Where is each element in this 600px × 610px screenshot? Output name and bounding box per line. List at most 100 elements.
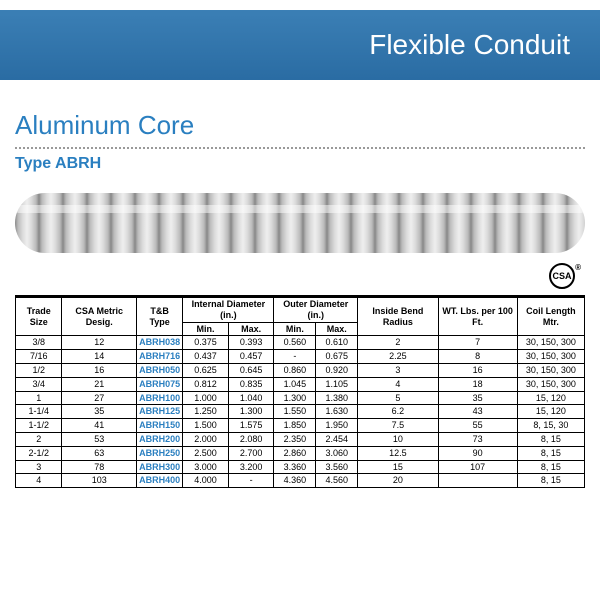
table-row: 3/421ABRH0750.8120.8351.0451.10541830, 1… [16,377,585,391]
cell-trade: 3 [16,460,62,474]
cell-omin: 1.045 [274,377,316,391]
cell-omax: 0.675 [316,350,358,364]
cell-coil: 8, 15 [517,432,584,446]
cell-omin: 0.560 [274,336,316,350]
spec-table: Trade Size CSA Metric Desig. T&B Type In… [15,295,585,488]
cell-bend: 2.25 [358,350,438,364]
section-title: Aluminum Core [15,110,585,141]
cell-tb: ABRH716 [137,350,183,364]
section-subtitle: Type ABRH [15,155,585,173]
cell-tb: ABRH150 [137,419,183,433]
header-bar: Flexible Conduit [0,10,600,80]
cell-trade: 3/4 [16,377,62,391]
cell-imax: 2.700 [228,446,274,460]
cell-omax: 1.380 [316,391,358,405]
col-coil: Coil Length Mtr. [517,297,584,336]
table-row: 4103ABRH4004.000-4.3604.560208, 15 [16,474,585,488]
col-tb: T&B Type [137,297,183,336]
cell-imin: 3.000 [183,460,229,474]
cell-wt: 107 [438,460,517,474]
cell-imin: 1.500 [183,419,229,433]
cell-csa: 14 [62,350,137,364]
csa-mark-icon: CSA [549,263,575,289]
cell-wt: 55 [438,419,517,433]
cell-csa: 12 [62,336,137,350]
cell-imin: 0.375 [183,336,229,350]
cell-imin: 2.500 [183,446,229,460]
col-wt: WT. Lbs. per 100 Ft. [438,297,517,336]
cell-omax: 0.920 [316,363,358,377]
conduit-image [15,193,585,253]
cell-tb: ABRH038 [137,336,183,350]
cell-trade: 2 [16,432,62,446]
cell-csa: 78 [62,460,137,474]
cell-wt: 16 [438,363,517,377]
cell-imax: 1.040 [228,391,274,405]
table-row: 253ABRH2002.0002.0802.3502.45410738, 15 [16,432,585,446]
cell-trade: 1 [16,391,62,405]
cell-bend: 3 [358,363,438,377]
cell-tb: ABRH050 [137,363,183,377]
cell-imax: 2.080 [228,432,274,446]
cell-imin: 0.625 [183,363,229,377]
cell-imin: 1.000 [183,391,229,405]
cell-trade: 3/8 [16,336,62,350]
cell-trade: 1-1/2 [16,419,62,433]
cell-omax: 1.630 [316,405,358,419]
col-imin: Min. [183,322,229,336]
cell-trade: 1/2 [16,363,62,377]
cell-coil: 15, 120 [517,405,584,419]
cell-omin: 1.850 [274,419,316,433]
table-row: 3/812ABRH0380.3750.3930.5600.6102730, 15… [16,336,585,350]
cell-tb: ABRH125 [137,405,183,419]
cell-imax: 1.300 [228,405,274,419]
table-row: 1/216ABRH0500.6250.6450.8600.92031630, 1… [16,363,585,377]
certification-row: CSA [15,263,585,289]
divider-dotted [15,147,585,149]
cell-csa: 35 [62,405,137,419]
cell-omin: 1.300 [274,391,316,405]
col-omin: Min. [274,322,316,336]
cell-tb: ABRH250 [137,446,183,460]
cell-csa: 53 [62,432,137,446]
cell-imax: 1.575 [228,419,274,433]
cell-trade: 7/16 [16,350,62,364]
cell-imax: 0.835 [228,377,274,391]
cell-omin: 2.860 [274,446,316,460]
cell-csa: 16 [62,363,137,377]
col-omax: Max. [316,322,358,336]
cell-omin: 3.360 [274,460,316,474]
table-body: 3/812ABRH0380.3750.3930.5600.6102730, 15… [16,336,585,488]
cell-coil: 30, 150, 300 [517,377,584,391]
cell-coil: 8, 15 [517,474,584,488]
table-row: 378ABRH3003.0003.2003.3603.560151078, 15 [16,460,585,474]
cell-wt: 18 [438,377,517,391]
cell-bend: 2 [358,336,438,350]
col-internal: Internal Diameter (in.) [183,297,274,323]
cell-imin: 0.437 [183,350,229,364]
cell-imin: 0.812 [183,377,229,391]
cell-imax: 0.393 [228,336,274,350]
cell-wt: 8 [438,350,517,364]
col-trade: Trade Size [16,297,62,336]
cell-imax: 0.645 [228,363,274,377]
cell-bend: 5 [358,391,438,405]
cell-imin: 1.250 [183,405,229,419]
cell-omin: - [274,350,316,364]
cell-coil: 30, 150, 300 [517,363,584,377]
cell-imin: 2.000 [183,432,229,446]
cell-csa: 21 [62,377,137,391]
cell-omax: 3.560 [316,460,358,474]
cell-wt: 90 [438,446,517,460]
cell-csa: 27 [62,391,137,405]
col-csa: CSA Metric Desig. [62,297,137,336]
content-area: Aluminum Core Type ABRH CSA Trade Size C… [0,80,600,488]
cell-omax: 4.560 [316,474,358,488]
cell-csa: 41 [62,419,137,433]
table-row: 2-1/263ABRH2502.5002.7002.8603.06012.590… [16,446,585,460]
cell-imax: 0.457 [228,350,274,364]
cell-omax: 3.060 [316,446,358,460]
cell-coil: 8, 15 [517,460,584,474]
cell-bend: 12.5 [358,446,438,460]
cell-coil: 15, 120 [517,391,584,405]
